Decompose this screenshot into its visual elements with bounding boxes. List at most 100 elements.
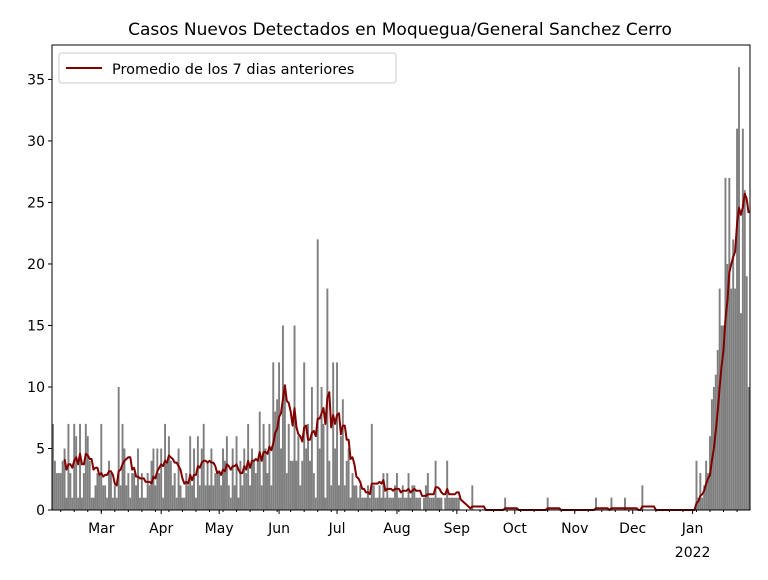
bar <box>349 497 352 510</box>
bar <box>208 485 211 510</box>
bar <box>183 497 186 510</box>
bar <box>108 460 110 510</box>
bar <box>739 313 742 510</box>
x-tick-label: Nov <box>561 521 588 537</box>
bar <box>409 497 412 510</box>
bar <box>324 497 327 510</box>
bar <box>166 460 168 510</box>
bar <box>374 497 377 510</box>
bar <box>320 386 323 510</box>
bar <box>98 473 101 510</box>
bar <box>624 497 626 510</box>
bar <box>233 485 236 510</box>
bar <box>372 485 375 510</box>
bar <box>196 436 199 510</box>
bar <box>127 473 130 510</box>
bar <box>212 485 215 510</box>
bar <box>355 485 358 510</box>
bar <box>378 485 381 510</box>
bar <box>339 436 342 510</box>
bar <box>229 497 232 510</box>
bar <box>71 497 74 510</box>
bar <box>703 485 706 510</box>
bar <box>322 423 325 510</box>
bar <box>394 485 396 510</box>
bar <box>697 497 700 510</box>
bar <box>376 497 379 510</box>
bar <box>225 436 228 510</box>
bar <box>363 497 366 510</box>
bar <box>137 448 139 510</box>
bar <box>301 460 304 510</box>
bar <box>55 473 58 510</box>
x-tick-label: Oct <box>503 521 528 537</box>
bar <box>117 386 120 510</box>
y-tick-label: 5 <box>36 441 45 457</box>
y-tick-label: 30 <box>27 134 45 150</box>
bar <box>148 485 151 510</box>
bar <box>419 497 422 510</box>
bar <box>423 497 425 510</box>
bar <box>388 497 391 510</box>
moving-average-line <box>63 192 750 511</box>
bar <box>386 473 389 510</box>
bar <box>109 473 112 510</box>
bar <box>75 436 78 510</box>
bar <box>413 485 416 510</box>
bar <box>370 423 373 510</box>
chart-title: Casos Nuevos Detectados en Moquegua/Gene… <box>128 20 672 40</box>
bar <box>595 497 597 510</box>
bar <box>227 485 230 510</box>
y-tick-label: 10 <box>27 380 45 396</box>
bar <box>195 497 197 510</box>
bar <box>353 485 356 510</box>
bar <box>142 497 145 510</box>
bar <box>738 67 740 511</box>
bar <box>312 473 315 510</box>
bar <box>100 423 103 510</box>
bar <box>397 497 400 510</box>
x-tick-label: Sep <box>444 521 471 537</box>
bar <box>743 190 746 510</box>
bar <box>52 423 54 510</box>
bar <box>69 473 72 510</box>
bar <box>345 460 348 510</box>
bar <box>428 497 431 510</box>
bar <box>245 473 248 510</box>
bar <box>276 399 279 510</box>
bar <box>92 497 95 510</box>
bar <box>220 485 223 510</box>
bar <box>610 497 613 510</box>
bar <box>699 473 702 510</box>
bar <box>728 177 731 510</box>
bar <box>206 460 209 510</box>
bar <box>457 497 460 510</box>
bar <box>701 497 704 510</box>
x-tick-label: Jun <box>267 521 290 537</box>
bar <box>146 473 149 510</box>
moving-average-line-group <box>63 192 750 511</box>
bar <box>239 460 242 510</box>
x-tick-label: Jul <box>328 521 346 537</box>
bar <box>200 448 203 510</box>
bar <box>399 497 402 510</box>
bar <box>241 485 244 510</box>
bar <box>256 460 259 510</box>
bar <box>401 485 404 510</box>
bar <box>448 497 451 510</box>
y-tick-label: 25 <box>27 195 45 211</box>
bar <box>330 485 333 510</box>
bar <box>736 128 739 510</box>
bar <box>380 497 383 510</box>
bar <box>258 411 261 510</box>
bar <box>281 325 284 510</box>
bar <box>453 497 456 510</box>
bar <box>94 485 97 510</box>
bar <box>193 448 196 510</box>
bar <box>158 473 161 510</box>
bar <box>222 448 224 510</box>
bar <box>471 485 474 510</box>
bar <box>138 497 141 510</box>
bar <box>65 497 68 510</box>
